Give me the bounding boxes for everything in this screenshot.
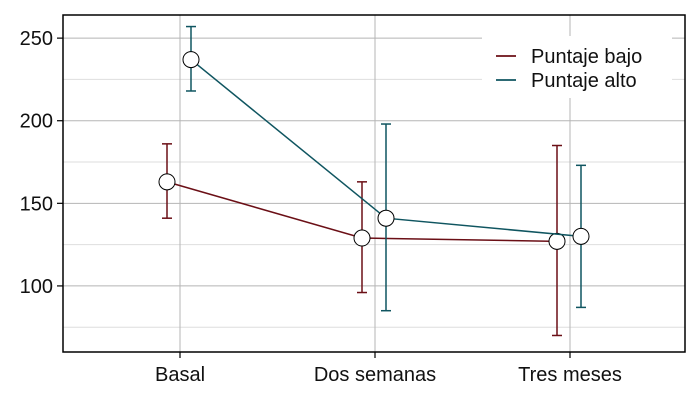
x-tick-label: Tres meses xyxy=(518,364,622,386)
legend-label: Puntaje bajo xyxy=(531,46,642,68)
y-tick-label: 150 xyxy=(20,193,53,215)
data-point xyxy=(377,209,395,227)
data-point xyxy=(158,173,176,191)
y-tick-label: 250 xyxy=(20,28,53,50)
legend-box xyxy=(482,36,672,98)
series-2 xyxy=(182,25,590,312)
data-point xyxy=(548,232,566,250)
axes: 100 150 200 250 Basal Dos semanas Tres meses xyxy=(20,28,622,386)
x-tick-label: Basal xyxy=(155,364,205,386)
series-1 xyxy=(158,143,566,337)
series-layer xyxy=(158,25,590,337)
data-point xyxy=(353,229,371,247)
y-tick-label: 200 xyxy=(20,111,53,133)
x-tick-label: Dos semanas xyxy=(314,364,436,386)
plot-frame xyxy=(62,14,686,353)
legend-label: Puntaje alto xyxy=(531,70,637,92)
y-tick-label: 100 xyxy=(20,276,53,298)
data-point xyxy=(182,51,200,69)
data-point xyxy=(572,227,590,245)
